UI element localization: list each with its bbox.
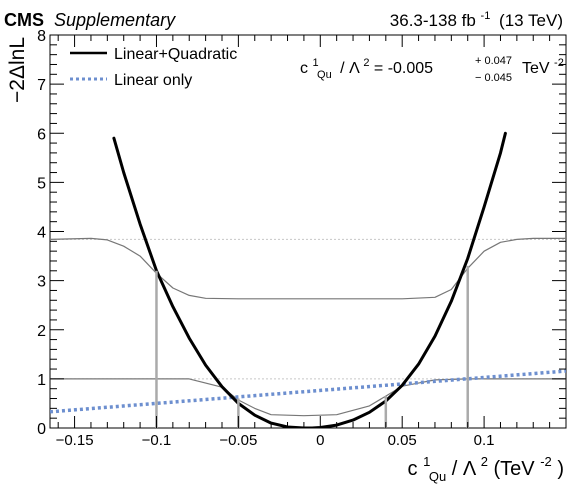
x-label-unit-sup: -2 [540,454,552,469]
lumi-exponent: -1 [481,10,491,22]
y-tick-label: 7 [37,77,46,94]
lumi-suffix: (13 TeV) [499,11,563,30]
result-coefficient-sup: 1 [312,57,318,69]
y-axis-label: −2ΔlnL [6,37,29,103]
legend: Linear+Quadratic Linear only [70,46,237,89]
result-over-sup: 2 [363,57,369,69]
lumi-label: 36.3-138 fb -1 (13 TeV) [390,4,563,30]
y-tick-label: 8 [37,28,46,45]
reference-lines [50,238,566,380]
result-unit: TeV -2 [522,57,564,77]
legend-label-linear-quadratic: Linear+Quadratic [114,46,237,63]
y-tick-label: 2 [37,323,46,340]
x-label-sub: Qu [429,469,446,484]
result-central-value: -0.005 [388,60,433,77]
x-tick-label: −0.1 [142,432,172,449]
x-label-over: / Λ [452,458,477,480]
series-linear-quadratic-line [112,131,507,428]
header-left: CMS Supplementary [4,10,176,30]
result-over: / Λ [340,60,360,77]
y-tick-label: 3 [37,274,46,291]
experiment-label: CMS [4,10,44,30]
x-label-close: ) [557,458,564,480]
result-coefficient: c [300,60,308,77]
y-tick-label: 0 [37,421,46,438]
lumi-prefix: 36.3-138 fb [390,11,476,30]
y-tick-label: 1 [37,372,46,389]
supplementary-label: Supplementary [54,10,176,30]
x-tick-label: −0.05 [219,432,257,449]
result-plus-uncertainty: + 0.047 [475,55,512,67]
interval-markers [155,265,469,428]
x-tick-label: −0.15 [56,432,94,449]
x-tick-label: 0.1 [474,432,495,449]
result-coefficient-sub: Qu [317,69,332,81]
curves [50,131,566,428]
axis-ticks: −0.15 −0.1 −0.05 0 0.05 0.1 0 1 2 3 4 5 6 7 8 [37,28,566,449]
contour-line-2 [50,237,566,300]
x-label-unit: (TeV [494,458,536,480]
result-unit-sup: -2 [554,57,564,69]
x-label-symbol: c [408,458,418,480]
y-tick-label: 5 [37,175,46,192]
x-tick-label: 0.05 [388,432,417,449]
y-tick-label: 6 [37,126,46,143]
y-tick-label: 4 [37,225,46,242]
legend-label-linear-only: Linear only [114,72,192,89]
x-axis-label: c 1 Qu / Λ 2 (TeV -2 ) [408,449,564,486]
result-eq: = [374,60,388,77]
result-minus-uncertainty: − 0.045 [475,72,512,84]
plot-frame [49,34,567,429]
x-label-sup: 1 [423,454,430,469]
x-tick-label: 0 [316,432,324,449]
series-linear-only-line [50,369,566,414]
fit-result-annotation: c 1 Qu / Λ 2 = -0.005 [300,53,433,82]
contour-line-3 [50,378,566,417]
result-unit-base: TeV [522,60,550,77]
x-label-sup2: 2 [481,454,488,469]
